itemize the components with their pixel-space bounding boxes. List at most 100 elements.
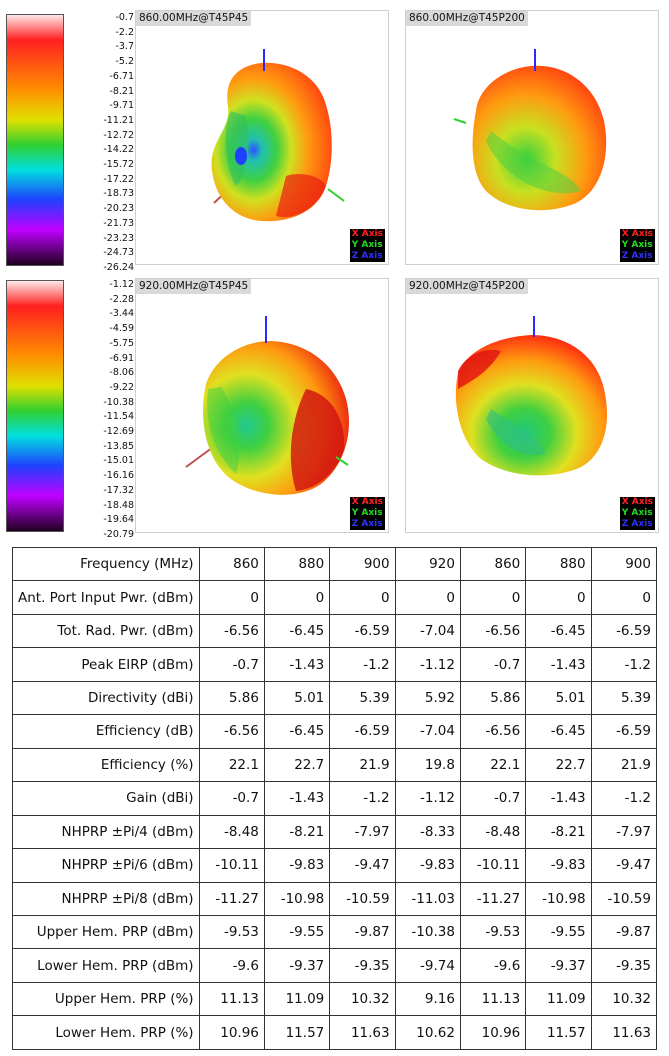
color-scale-bar bbox=[6, 280, 64, 532]
scale-tick-label: -8.21 bbox=[109, 85, 134, 97]
scale-tick-label: -14.22 bbox=[103, 144, 134, 156]
table-cell: 11.63 bbox=[329, 1015, 396, 1050]
x-axis-label: X Axis bbox=[621, 497, 653, 507]
table-cell: -9.83 bbox=[263, 848, 331, 883]
table-cell: -1.43 bbox=[525, 781, 592, 816]
table-cell: -9.55 bbox=[263, 914, 331, 950]
table-row: Ant. Port Input Pwr. (dBm) 0 0 0 0 0 0 0 bbox=[12, 580, 658, 615]
scale-tick-label: -6.91 bbox=[109, 352, 134, 364]
table-cell: 5.01 bbox=[525, 680, 592, 716]
scale-tick-label: -15.72 bbox=[103, 159, 134, 170]
table-cell: -8.33 bbox=[394, 814, 461, 850]
table-cell: 5.01 bbox=[263, 680, 331, 716]
table-cell: -6.45 bbox=[263, 714, 331, 749]
row-label: Upper Hem. PRP (%) bbox=[12, 981, 200, 1017]
table-cell: 860 bbox=[198, 546, 265, 582]
table-cell: -10.11 bbox=[198, 848, 265, 883]
scale-tick-label: -21.73 bbox=[103, 217, 134, 229]
scale-tick-label: -18.48 bbox=[103, 499, 134, 511]
y-axis-label: Y Axis bbox=[351, 240, 383, 250]
table-cell: 22.7 bbox=[525, 747, 592, 783]
z-axis-label: Z Axis bbox=[351, 519, 383, 529]
table-cell: -11.27 bbox=[459, 881, 527, 916]
table-cell: 860 bbox=[459, 546, 527, 582]
table-cell: 22.1 bbox=[459, 747, 527, 783]
radiation-plot-920-p45: 920.00MHz@T45P45 X Axis Y Axis Z Axis bbox=[135, 278, 389, 533]
table-cell: 920 bbox=[394, 546, 461, 582]
table-cell: -6.45 bbox=[525, 613, 592, 649]
table-cell: -9.83 bbox=[394, 848, 461, 883]
table-cell: -9.6 bbox=[198, 948, 265, 983]
table-cell: -11.03 bbox=[394, 881, 461, 916]
table-cell: -9.87 bbox=[590, 914, 658, 950]
table-cell: -6.56 bbox=[459, 714, 527, 749]
table-cell: 0 bbox=[329, 580, 396, 615]
table-cell: 10.96 bbox=[459, 1015, 527, 1050]
table-cell: -8.48 bbox=[198, 814, 265, 850]
scale-tick-label: -20.79 bbox=[103, 528, 134, 540]
scale-tick-label: -26.24 bbox=[103, 261, 134, 273]
scale-tick-label: -4.59 bbox=[109, 323, 134, 335]
x-axis-label: X Axis bbox=[351, 229, 383, 239]
table-cell: 22.1 bbox=[198, 747, 265, 783]
z-axis-label: Z Axis bbox=[621, 519, 653, 529]
scale-tick-label: -19.64 bbox=[103, 514, 134, 526]
radiation-plot-920-p200: 920.00MHz@T45P200 X Axis Y Axis Z Axis bbox=[405, 278, 659, 533]
radiation-plot-860-p45: 860.00MHz@T45P45 X Axis Y Axis Z Axis bbox=[135, 10, 389, 265]
table-cell: -10.38 bbox=[394, 914, 461, 950]
table-cell: -8.21 bbox=[525, 814, 592, 850]
table-cell: -9.6 bbox=[459, 948, 527, 983]
table-cell: -7.97 bbox=[329, 814, 396, 850]
scale-tick-label: -18.73 bbox=[103, 188, 134, 200]
scale-tick-label: -0.7 bbox=[115, 12, 134, 23]
table-cell: 900 bbox=[590, 546, 658, 582]
table-cell: -0.7 bbox=[459, 647, 527, 682]
table-cell: 5.86 bbox=[198, 680, 265, 716]
y-axis-label: Y Axis bbox=[621, 508, 653, 518]
table-cell: -7.04 bbox=[394, 613, 461, 649]
table-row: Tot. Rad. Pwr. (dBm) -6.56 -6.45 -6.59 -7.04… bbox=[12, 613, 658, 649]
table-cell: -10.59 bbox=[590, 881, 658, 916]
table-cell: -6.59 bbox=[590, 613, 658, 649]
row-label: Frequency (MHz) bbox=[12, 546, 200, 582]
table-cell: -1.12 bbox=[394, 781, 461, 816]
table-cell: 11.09 bbox=[263, 981, 331, 1017]
table-cell: 10.32 bbox=[329, 981, 396, 1017]
table-cell: -1.43 bbox=[263, 781, 331, 816]
scale-tick-label: -6.71 bbox=[109, 70, 134, 82]
scale-tick-label: -13.85 bbox=[103, 440, 134, 452]
table-row: NHPRP ±Pi/4 (dBm) -8.48 -8.21 -7.97 -8.33 -8.… bbox=[12, 814, 658, 850]
table-cell: -8.21 bbox=[263, 814, 331, 850]
scale-tick-label: -3.44 bbox=[109, 308, 134, 320]
row-label: Lower Hem. PRP (dBm) bbox=[12, 948, 200, 983]
table-cell: 5.92 bbox=[394, 680, 461, 716]
y-axis-label: Y Axis bbox=[351, 508, 383, 518]
table-cell: -0.7 bbox=[459, 781, 527, 816]
table-row: NHPRP ±Pi/6 (dBm) -10.11 -9.83 -9.47 -9.83 -1… bbox=[12, 848, 658, 883]
table-cell: 5.86 bbox=[459, 680, 527, 716]
scale-tick-label: -9.71 bbox=[109, 100, 134, 112]
plot-title: 920.00MHz@T45P45 bbox=[136, 279, 252, 294]
table-row: Directivity (dBi) 5.86 5.01 5.39 5.92 5.86 5.0… bbox=[12, 680, 658, 716]
table-cell: 19.8 bbox=[394, 747, 461, 783]
table-cell: -9.87 bbox=[329, 914, 396, 950]
plot-title: 860.00MHz@T45P45 bbox=[136, 11, 252, 26]
table-cell: -1.2 bbox=[590, 781, 658, 816]
table-cell: -1.43 bbox=[263, 647, 331, 682]
table-cell: -6.56 bbox=[459, 613, 527, 649]
table-cell: -6.59 bbox=[329, 613, 396, 649]
table-cell: -9.37 bbox=[525, 948, 592, 983]
table-cell: -9.83 bbox=[525, 848, 592, 883]
row-label: Efficiency (dB) bbox=[12, 714, 200, 749]
table-cell: 11.57 bbox=[263, 1015, 331, 1050]
table-cell: 0 bbox=[590, 580, 658, 615]
table-cell: 21.9 bbox=[329, 747, 396, 783]
scale-tick-label: -1.12 bbox=[109, 279, 134, 290]
table-cell: -1.43 bbox=[525, 647, 592, 682]
scale-tick-label: -23.23 bbox=[103, 232, 134, 244]
scale-tick-label: -20.23 bbox=[103, 203, 134, 215]
table-cell: -9.53 bbox=[198, 914, 265, 950]
table-row: Upper Hem. PRP (dBm) -9.53 -9.55 -9.87 -10.3… bbox=[12, 914, 658, 950]
table-cell: -1.2 bbox=[590, 647, 658, 682]
table-cell: -9.55 bbox=[525, 914, 592, 950]
